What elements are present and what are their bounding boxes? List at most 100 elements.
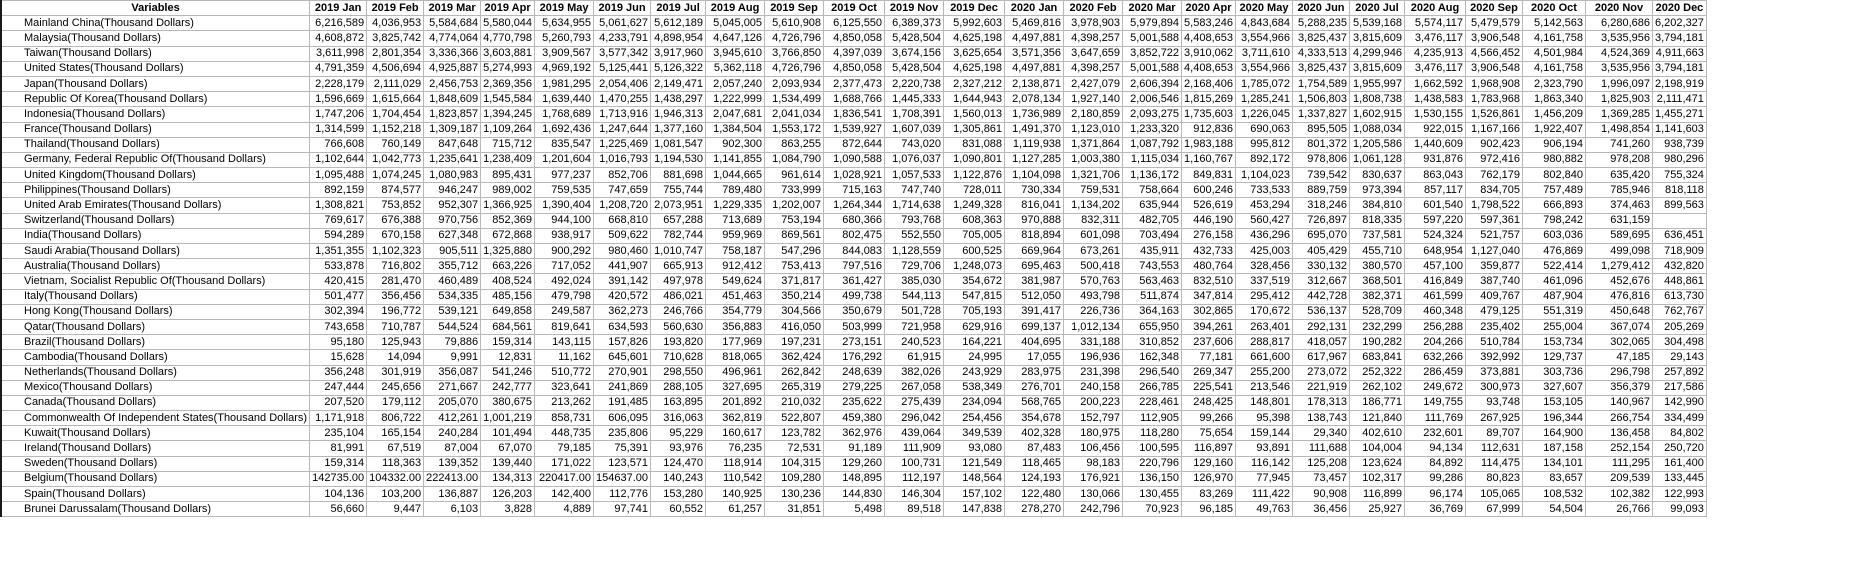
value-cell[interactable]: 328,456 bbox=[1234, 258, 1293, 275]
value-cell[interactable]: 522,807 bbox=[764, 410, 825, 427]
value-cell[interactable]: 830,637 bbox=[1348, 167, 1405, 184]
value-cell[interactable]: 176,921 bbox=[1063, 470, 1124, 488]
value-cell[interactable]: 629,916 bbox=[943, 318, 1006, 336]
value-cell[interactable]: 728,011 bbox=[943, 182, 1006, 199]
value-cell[interactable]: 196,936 bbox=[1063, 349, 1124, 366]
value-cell[interactable]: 743,658 bbox=[309, 318, 368, 336]
value-cell[interactable]: 1,248,073 bbox=[943, 258, 1006, 275]
value-cell[interactable]: 367,074 bbox=[1584, 318, 1653, 336]
value-cell[interactable]: 104,004 bbox=[1348, 440, 1405, 457]
value-cell[interactable]: 100,731 bbox=[884, 455, 945, 472]
value-cell[interactable]: 762,179 bbox=[1464, 167, 1523, 184]
value-cell[interactable]: 148,895 bbox=[823, 470, 886, 488]
value-cell[interactable]: 103,200 bbox=[366, 485, 425, 503]
value-cell[interactable]: 666,893 bbox=[1521, 197, 1586, 214]
value-cell[interactable]: 560,427 bbox=[1234, 212, 1293, 229]
value-cell[interactable]: 331,188 bbox=[1063, 334, 1124, 351]
value-cell[interactable]: 5,142,563 bbox=[1521, 15, 1586, 32]
row-label-cell[interactable]: Belgium(Thousand Dollars) bbox=[0, 470, 311, 488]
value-cell[interactable]: 3,794,181 bbox=[1651, 30, 1707, 47]
value-cell[interactable]: 1,366,925 bbox=[480, 197, 536, 214]
value-cell[interactable]: 1,836,541 bbox=[823, 106, 886, 123]
value-cell[interactable]: 1,377,160 bbox=[650, 121, 707, 138]
value-cell[interactable]: 310,852 bbox=[1122, 334, 1183, 351]
value-cell[interactable]: 387,740 bbox=[1464, 273, 1523, 290]
value-cell[interactable]: 420,415 bbox=[309, 273, 368, 290]
value-cell[interactable]: 1,808,738 bbox=[1348, 91, 1405, 108]
value-cell[interactable]: 717,052 bbox=[534, 258, 595, 275]
value-cell[interactable]: 3,603,881 bbox=[480, 45, 536, 62]
value-cell[interactable]: 256,288 bbox=[1403, 318, 1466, 336]
value-cell[interactable]: 4,408,653 bbox=[1181, 60, 1236, 77]
value-cell[interactable]: 1,639,440 bbox=[534, 91, 595, 108]
value-cell[interactable]: 980,460 bbox=[593, 242, 652, 260]
value-cell[interactable]: 104,136 bbox=[309, 485, 368, 503]
value-cell[interactable]: 1,526,861 bbox=[1464, 106, 1523, 123]
value-cell[interactable]: 5,125,441 bbox=[593, 60, 652, 77]
value-cell[interactable]: 648,954 bbox=[1403, 242, 1466, 260]
value-cell[interactable]: 961,614 bbox=[764, 167, 825, 184]
value-cell[interactable]: 3,906,548 bbox=[1464, 30, 1523, 47]
value-cell[interactable]: 6,125,550 bbox=[823, 15, 886, 32]
value-cell[interactable]: 4,299,946 bbox=[1348, 45, 1405, 62]
value-cell[interactable]: 501,477 bbox=[309, 288, 368, 305]
value-cell[interactable]: 124,470 bbox=[650, 455, 707, 472]
value-cell[interactable]: 61,915 bbox=[884, 349, 945, 366]
value-cell[interactable]: 276,701 bbox=[1004, 379, 1065, 396]
value-cell[interactable]: 126,970 bbox=[1181, 470, 1236, 488]
value-cell[interactable]: 347,814 bbox=[1181, 288, 1236, 305]
value-cell[interactable]: 356,379 bbox=[1584, 379, 1653, 396]
value-cell[interactable]: 1,539,927 bbox=[823, 121, 886, 138]
value-cell[interactable]: 3,794,181 bbox=[1651, 60, 1707, 77]
value-cell[interactable]: 980,882 bbox=[1521, 151, 1586, 169]
value-cell[interactable]: 1,104,023 bbox=[1234, 167, 1293, 184]
value-cell[interactable]: 26,766 bbox=[1584, 501, 1653, 518]
value-cell[interactable]: 1,122,876 bbox=[943, 167, 1006, 184]
value-cell[interactable]: 5,583,246 bbox=[1181, 15, 1236, 32]
value-cell[interactable]: 25,927 bbox=[1348, 501, 1405, 518]
value-cell[interactable]: 362,273 bbox=[593, 303, 652, 320]
value-cell[interactable]: 67,999 bbox=[1464, 501, 1523, 518]
value-cell[interactable]: 501,728 bbox=[884, 303, 945, 320]
value-cell[interactable]: 695,463 bbox=[1004, 258, 1065, 275]
value-cell[interactable]: 123,571 bbox=[593, 455, 652, 472]
value-cell[interactable]: 204,266 bbox=[1403, 334, 1466, 351]
value-cell[interactable]: 2,093,934 bbox=[764, 75, 825, 93]
value-cell[interactable]: 1,090,801 bbox=[943, 151, 1006, 169]
value-cell[interactable]: 1,530,155 bbox=[1403, 106, 1466, 123]
value-cell[interactable]: 6,202,327 bbox=[1651, 15, 1707, 32]
value-cell[interactable]: 461,096 bbox=[1521, 273, 1586, 290]
value-cell[interactable]: 318,246 bbox=[1291, 197, 1350, 214]
value-cell[interactable]: 2,323,790 bbox=[1521, 75, 1586, 93]
value-cell[interactable]: 100,595 bbox=[1122, 440, 1183, 457]
row-label-cell[interactable]: United Kingdom(Thousand Dollars) bbox=[0, 167, 311, 184]
value-cell[interactable]: 157,826 bbox=[593, 334, 652, 351]
value-cell[interactable]: 802,475 bbox=[823, 227, 886, 245]
value-cell[interactable]: 93,976 bbox=[650, 440, 707, 457]
value-cell[interactable]: 257,892 bbox=[1651, 364, 1707, 381]
value-cell[interactable]: 122,480 bbox=[1004, 485, 1065, 503]
value-cell[interactable]: 1,983,188 bbox=[1181, 136, 1236, 153]
column-header[interactable]: 2019 Dec bbox=[943, 0, 1006, 17]
value-cell[interactable]: 1,264,344 bbox=[823, 197, 886, 214]
value-cell[interactable]: 892,159 bbox=[309, 182, 368, 199]
value-cell[interactable]: 207,520 bbox=[309, 394, 368, 412]
value-cell[interactable]: 1,249,328 bbox=[943, 197, 1006, 214]
value-cell[interactable]: 5,979,894 bbox=[1122, 15, 1183, 32]
value-cell[interactable]: 560,630 bbox=[650, 318, 707, 336]
value-cell[interactable]: 1,016,793 bbox=[593, 151, 652, 169]
value-cell[interactable]: 737,581 bbox=[1348, 227, 1405, 245]
value-cell[interactable]: 441,907 bbox=[593, 258, 652, 275]
value-cell[interactable]: 91,189 bbox=[823, 440, 886, 457]
value-cell[interactable]: 148,564 bbox=[943, 470, 1006, 488]
value-cell[interactable]: 122,993 bbox=[1651, 485, 1707, 503]
value-cell[interactable]: 1,141,855 bbox=[705, 151, 766, 169]
value-cell[interactable]: 31,851 bbox=[764, 501, 825, 518]
value-cell[interactable]: 110,542 bbox=[705, 470, 766, 488]
value-cell[interactable]: 4,726,796 bbox=[764, 60, 825, 77]
value-cell[interactable]: 747,659 bbox=[593, 182, 652, 199]
value-cell[interactable]: 1,136,172 bbox=[1122, 167, 1183, 184]
value-cell[interactable]: 3,945,610 bbox=[705, 45, 766, 62]
value-cell[interactable]: 79,185 bbox=[534, 440, 595, 457]
value-cell[interactable]: 906,194 bbox=[1521, 136, 1586, 153]
